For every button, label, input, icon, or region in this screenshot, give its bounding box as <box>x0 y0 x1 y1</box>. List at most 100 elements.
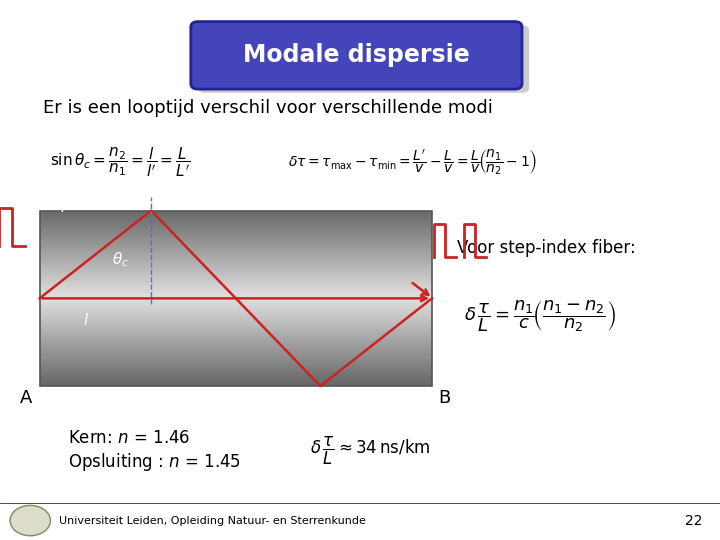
Text: Voor step-index fiber:: Voor step-index fiber: <box>457 239 636 258</box>
Bar <box>40 252 432 254</box>
Bar <box>40 276 432 279</box>
Bar <box>40 377 432 380</box>
Bar <box>40 366 432 368</box>
Text: Kern: $n$ = 1.46: Kern: $n$ = 1.46 <box>68 429 191 448</box>
Bar <box>40 289 432 292</box>
Bar <box>40 303 432 305</box>
Text: $\delta\,\dfrac{\tau}{L} \approx 34\,\mathrm{ns/km}$: $\delta\,\dfrac{\tau}{L} \approx 34\,\ma… <box>310 435 430 467</box>
Bar <box>40 342 432 345</box>
Bar <box>40 294 432 296</box>
Bar <box>40 345 432 347</box>
FancyBboxPatch shape <box>198 25 529 93</box>
Text: $\delta\,\dfrac{\tau}{L} = \dfrac{n_1}{c}\!\left(\dfrac{n_1 - n_2}{n_2}\right)$: $\delta\,\dfrac{\tau}{L} = \dfrac{n_1}{c… <box>464 298 616 334</box>
Bar <box>40 351 432 353</box>
Text: A: A <box>20 389 32 407</box>
Bar <box>40 322 432 325</box>
Text: $l$: $l$ <box>84 312 89 328</box>
Bar <box>40 241 432 244</box>
Bar <box>40 248 432 250</box>
Bar <box>40 226 432 228</box>
Bar <box>40 244 432 246</box>
Bar <box>40 283 432 285</box>
Bar <box>40 355 432 357</box>
Bar <box>40 211 432 213</box>
Bar <box>40 239 432 241</box>
Bar <box>40 331 432 333</box>
Bar <box>40 279 432 281</box>
Bar <box>40 362 432 364</box>
Bar <box>40 250 432 252</box>
Text: $\delta\tau = \tau_{\max} - \tau_{\min} = \dfrac{L'}{v} - \dfrac{L}{v} = \dfrac{: $\delta\tau = \tau_{\max} - \tau_{\min} … <box>288 147 537 177</box>
Bar <box>40 316 432 318</box>
Bar <box>40 213 432 215</box>
Bar <box>40 305 432 307</box>
Bar <box>40 329 432 331</box>
Text: 22: 22 <box>685 514 702 528</box>
FancyBboxPatch shape <box>191 22 522 89</box>
Bar <box>40 233 432 235</box>
Text: $\theta_c$: $\theta_c$ <box>112 250 129 268</box>
Bar <box>40 333 432 336</box>
Bar <box>40 301 432 303</box>
Bar <box>40 349 432 351</box>
Bar <box>40 237 432 239</box>
Bar <box>40 371 432 373</box>
Bar <box>40 318 432 320</box>
Text: $l'$: $l'$ <box>60 199 70 216</box>
Bar <box>40 228 432 231</box>
Bar <box>40 215 432 217</box>
Bar <box>40 264 432 266</box>
Bar <box>40 254 432 256</box>
Bar <box>40 246 432 248</box>
Bar <box>40 224 432 226</box>
Text: Opsluiting : $n$ = 1.45: Opsluiting : $n$ = 1.45 <box>68 451 241 472</box>
Bar <box>40 320 432 322</box>
Bar <box>40 211 432 386</box>
Bar <box>40 292 432 294</box>
Bar <box>40 373 432 375</box>
Circle shape <box>10 505 50 536</box>
Bar <box>40 338 432 340</box>
Bar <box>40 382 432 384</box>
Bar <box>40 357 432 360</box>
Bar <box>40 353 432 355</box>
Text: Universiteit Leiden, Opleiding Natuur- en Sterrenkunde: Universiteit Leiden, Opleiding Natuur- e… <box>59 516 366 525</box>
Bar <box>40 380 432 382</box>
Bar <box>40 272 432 274</box>
Bar <box>40 296 432 298</box>
Bar <box>40 285 432 287</box>
Bar <box>40 336 432 338</box>
Bar <box>40 235 432 237</box>
Bar <box>40 375 432 377</box>
Bar <box>40 256 432 259</box>
Bar <box>40 287 432 289</box>
Bar <box>40 281 432 283</box>
Bar <box>40 274 432 276</box>
Bar <box>40 259 432 261</box>
Bar <box>40 325 432 327</box>
Bar <box>40 327 432 329</box>
Text: B: B <box>438 389 450 407</box>
Bar <box>40 312 432 314</box>
Bar <box>40 266 432 268</box>
Bar <box>40 217 432 219</box>
Bar <box>40 309 432 312</box>
Bar <box>40 261 432 263</box>
Bar <box>40 314 432 316</box>
Bar <box>40 219 432 221</box>
Bar <box>40 307 432 309</box>
Bar <box>40 364 432 366</box>
Bar <box>40 360 432 362</box>
Bar <box>40 368 432 371</box>
Text: Er is een looptijd verschil voor verschillende modi: Er is een looptijd verschil voor verschi… <box>43 99 493 117</box>
Bar <box>40 298 432 301</box>
Text: Modale dispersie: Modale dispersie <box>243 43 469 67</box>
Bar <box>40 221 432 224</box>
Bar <box>40 270 432 272</box>
Bar <box>40 347 432 349</box>
Text: $\sin\theta_c = \dfrac{n_2}{n_1} = \dfrac{l}{l'} = \dfrac{L}{L'}$: $\sin\theta_c = \dfrac{n_2}{n_1} = \dfra… <box>50 145 191 179</box>
Bar <box>40 384 432 386</box>
Bar <box>40 268 432 270</box>
Bar <box>40 340 432 342</box>
Bar <box>40 231 432 233</box>
